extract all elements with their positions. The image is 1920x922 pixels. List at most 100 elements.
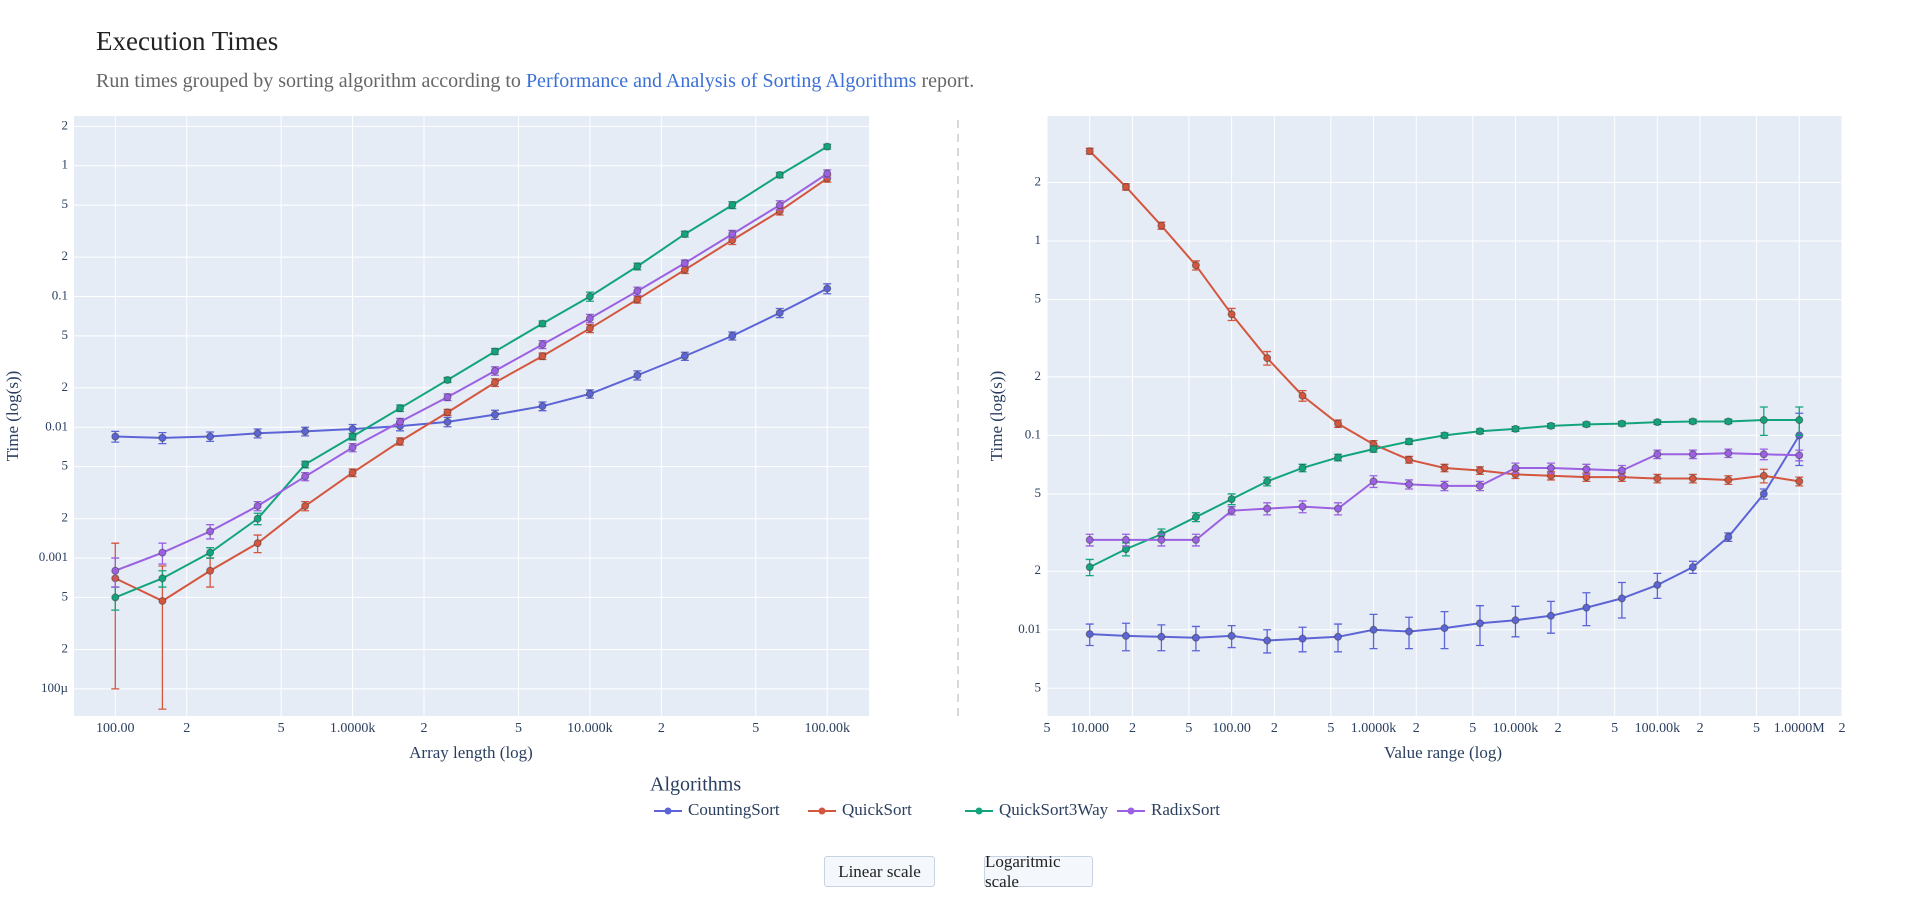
- data-point: [633, 287, 642, 296]
- data-point: [1475, 466, 1484, 475]
- data-point: [206, 432, 215, 441]
- series-line: [114, 172, 828, 572]
- data-point: [1475, 481, 1484, 490]
- data-point: [396, 437, 405, 446]
- data-point: [1653, 580, 1662, 589]
- data-point: [396, 417, 405, 426]
- data-point: [1085, 147, 1094, 156]
- x-tick-label: 2: [658, 721, 665, 736]
- data-point: [443, 417, 452, 426]
- data-point: [1795, 477, 1804, 486]
- series: [111, 142, 832, 611]
- data-point: [1724, 533, 1733, 542]
- legend-marker: [818, 807, 826, 815]
- data-point: [490, 366, 499, 375]
- data-point: [1582, 465, 1591, 474]
- x-tick-label: 5: [1469, 721, 1476, 736]
- data-point: [1191, 261, 1200, 270]
- y-tick-label: 100µ: [41, 680, 69, 695]
- data-point: [1157, 632, 1166, 641]
- legend-label: RadixSort: [1151, 800, 1220, 819]
- data-point: [206, 548, 215, 557]
- data-point: [1191, 633, 1200, 642]
- x-tick-label: 1.0000k: [330, 721, 376, 736]
- y-tick-label: 0.1: [52, 287, 68, 302]
- data-point: [253, 539, 262, 548]
- data-point: [111, 566, 120, 575]
- data-point: [348, 443, 357, 452]
- x-tick-label: 1.0000M: [1774, 721, 1826, 736]
- y-tick-label: 2: [1035, 368, 1042, 383]
- data-point: [1405, 437, 1414, 446]
- data-point: [1759, 489, 1768, 498]
- data-point: [1546, 421, 1555, 430]
- x-tick-label: 5: [1327, 721, 1334, 736]
- data-point: [1191, 535, 1200, 544]
- data-point: [823, 284, 832, 293]
- data-point: [585, 389, 594, 398]
- data-point: [1369, 625, 1378, 634]
- data-point: [633, 295, 642, 304]
- data-point: [111, 432, 120, 441]
- data-point: [1653, 474, 1662, 483]
- data-point: [301, 502, 310, 511]
- data-point: [538, 340, 547, 349]
- subtitle-text: Run times grouped by sorting algorithm a…: [96, 70, 521, 92]
- data-point: [538, 402, 547, 411]
- data-point: [1440, 463, 1449, 472]
- data-point: [1511, 424, 1520, 433]
- legend-label: CountingSort: [688, 800, 780, 819]
- data-point: [1191, 513, 1200, 522]
- data-point: [1653, 450, 1662, 459]
- data-point: [823, 169, 832, 178]
- series: [1085, 412, 1804, 654]
- data-point: [443, 408, 452, 417]
- data-point: [1724, 475, 1733, 484]
- data-point: [396, 404, 405, 413]
- data-point: [1227, 310, 1236, 319]
- data-point: [1688, 450, 1697, 459]
- data-point: [1369, 477, 1378, 486]
- legend-label: QuickSort: [842, 800, 912, 819]
- series: [111, 283, 832, 445]
- y-tick-label: 0.001: [39, 549, 68, 564]
- data-point: [1475, 619, 1484, 628]
- report-link[interactable]: Performance and Analysis of Sorting Algo…: [525, 70, 917, 92]
- data-point: [253, 429, 262, 438]
- data-point: [1157, 221, 1166, 230]
- x-tick-label: 100.00: [96, 721, 135, 736]
- data-point: [538, 352, 547, 361]
- x-tick-label: 2: [1839, 721, 1846, 736]
- data-point: [1795, 416, 1804, 425]
- x-tick-label: 5: [1185, 721, 1192, 736]
- x-tick-label: 5: [1611, 721, 1618, 736]
- data-point: [680, 259, 689, 268]
- data-point: [1227, 631, 1236, 640]
- data-point: [1759, 416, 1768, 425]
- y-tick-label: 5: [1035, 485, 1042, 500]
- data-point: [823, 142, 832, 151]
- data-point: [1085, 563, 1094, 572]
- data-point: [1085, 630, 1094, 639]
- x-axis-title: Value range (log): [1384, 743, 1502, 762]
- x-tick-label: 100.00k: [1635, 721, 1681, 736]
- data-point: [490, 378, 499, 387]
- x-tick-label: 2: [1697, 721, 1704, 736]
- data-point: [728, 230, 737, 239]
- data-point: [301, 460, 310, 469]
- y-tick-label: 0.01: [45, 418, 68, 433]
- data-point: [775, 308, 784, 317]
- linear-scale-button[interactable]: Linear scale: [824, 856, 935, 887]
- legend-title: Algorithms: [650, 774, 741, 796]
- data-point: [1334, 504, 1343, 513]
- data-point: [1440, 431, 1449, 440]
- data-point: [1121, 182, 1130, 191]
- x-tick-label: 2: [1413, 721, 1420, 736]
- data-point: [1582, 420, 1591, 429]
- data-point: [1759, 471, 1768, 480]
- y-axis-title: Time (log(s)): [3, 371, 22, 462]
- data-point: [1546, 463, 1555, 472]
- log-scale-button[interactable]: Logaritmic scale: [984, 852, 1093, 891]
- data-point: [206, 566, 215, 575]
